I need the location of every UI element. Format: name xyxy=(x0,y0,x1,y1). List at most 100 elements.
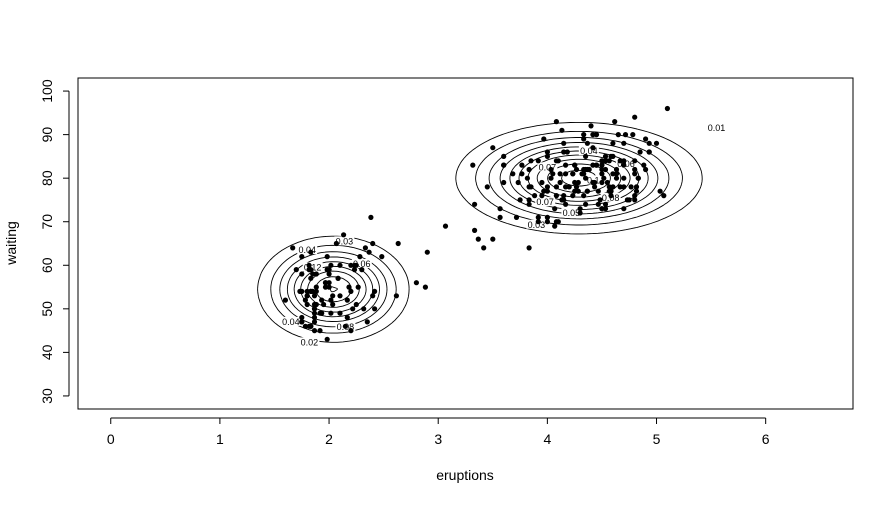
data-point xyxy=(583,153,589,159)
contour-label-bg xyxy=(706,123,727,133)
data-point xyxy=(544,188,551,194)
data-point xyxy=(561,149,567,155)
data-point xyxy=(328,297,334,303)
data-point xyxy=(573,184,580,190)
data-point xyxy=(313,284,319,290)
data-point xyxy=(328,262,334,268)
data-point xyxy=(621,184,627,190)
data-point xyxy=(570,171,576,177)
data-point xyxy=(302,297,308,303)
data-point xyxy=(572,162,578,168)
data-point xyxy=(306,267,312,273)
data-point xyxy=(324,336,330,342)
data-point xyxy=(606,158,612,164)
data-point xyxy=(528,158,534,164)
data-point xyxy=(308,249,314,255)
data-point xyxy=(337,293,343,299)
contour-label: 0.02 xyxy=(301,337,319,347)
contour-label: 0.01 xyxy=(708,123,726,133)
data-point xyxy=(322,284,329,290)
data-point xyxy=(575,179,581,186)
data-point xyxy=(539,179,545,186)
data-point xyxy=(552,223,558,229)
data-point xyxy=(497,206,503,212)
y-tick-label: 90 xyxy=(39,127,55,143)
data-point xyxy=(584,140,591,146)
data-point xyxy=(608,153,614,159)
data-point xyxy=(588,123,594,129)
data-point xyxy=(544,153,551,159)
data-point xyxy=(342,323,348,329)
data-point xyxy=(311,310,318,316)
contour-label: 0.06 xyxy=(353,259,371,269)
data-point xyxy=(310,288,316,294)
data-point xyxy=(590,162,596,168)
data-point xyxy=(501,179,507,186)
y-tick-label: 60 xyxy=(39,257,55,273)
x-tick-label: 0 xyxy=(107,431,115,447)
data-point xyxy=(526,166,532,173)
data-point xyxy=(643,166,649,173)
data-point xyxy=(599,206,605,212)
data-point xyxy=(621,158,627,164)
data-point xyxy=(590,145,596,151)
data-point xyxy=(599,179,605,186)
data-point xyxy=(526,201,532,207)
data-point xyxy=(304,301,310,308)
data-point xyxy=(553,219,560,225)
data-point xyxy=(632,197,638,203)
data-point xyxy=(328,310,334,316)
contour-label: 0.03 xyxy=(528,220,546,230)
contour-label-bg xyxy=(299,337,320,347)
data-point xyxy=(306,323,312,329)
data-point xyxy=(413,280,419,286)
x-tick-label: 2 xyxy=(325,431,333,447)
data-points xyxy=(282,105,671,342)
data-point xyxy=(581,132,587,138)
data-point xyxy=(326,284,332,290)
data-point xyxy=(442,223,449,229)
data-point xyxy=(308,275,314,281)
data-point xyxy=(602,201,609,207)
data-point xyxy=(601,175,607,181)
data-point xyxy=(584,166,591,173)
data-point xyxy=(311,314,318,321)
data-point xyxy=(484,184,490,190)
contour-label: 0.04 xyxy=(580,146,598,156)
data-point xyxy=(351,267,358,273)
data-point xyxy=(592,184,598,190)
data-point xyxy=(370,240,376,247)
data-point xyxy=(353,262,359,268)
data-point xyxy=(299,319,305,325)
data-point xyxy=(535,219,541,225)
data-point xyxy=(361,306,367,312)
data-point xyxy=(617,184,623,190)
data-point xyxy=(604,179,611,186)
data-point xyxy=(302,323,308,329)
data-point xyxy=(599,166,605,173)
data-point xyxy=(621,140,627,146)
data-point xyxy=(608,188,614,194)
contour-label-bg xyxy=(535,197,556,207)
data-point xyxy=(641,162,647,168)
data-point xyxy=(313,288,319,294)
contour-label-bg xyxy=(351,258,372,268)
data-point xyxy=(372,306,378,312)
data-point xyxy=(626,197,632,203)
data-point xyxy=(593,132,600,138)
data-point xyxy=(353,301,359,308)
data-point xyxy=(544,184,551,190)
data-point xyxy=(577,206,583,212)
data-point xyxy=(326,280,332,286)
data-point xyxy=(337,310,343,316)
data-point xyxy=(621,162,627,168)
data-point xyxy=(299,288,305,294)
data-point xyxy=(364,319,370,325)
data-point xyxy=(610,184,616,190)
data-point xyxy=(646,140,652,146)
data-point xyxy=(561,193,567,199)
data-point xyxy=(557,179,563,186)
data-point xyxy=(602,166,609,173)
data-point xyxy=(372,288,378,294)
data-point xyxy=(615,132,621,138)
